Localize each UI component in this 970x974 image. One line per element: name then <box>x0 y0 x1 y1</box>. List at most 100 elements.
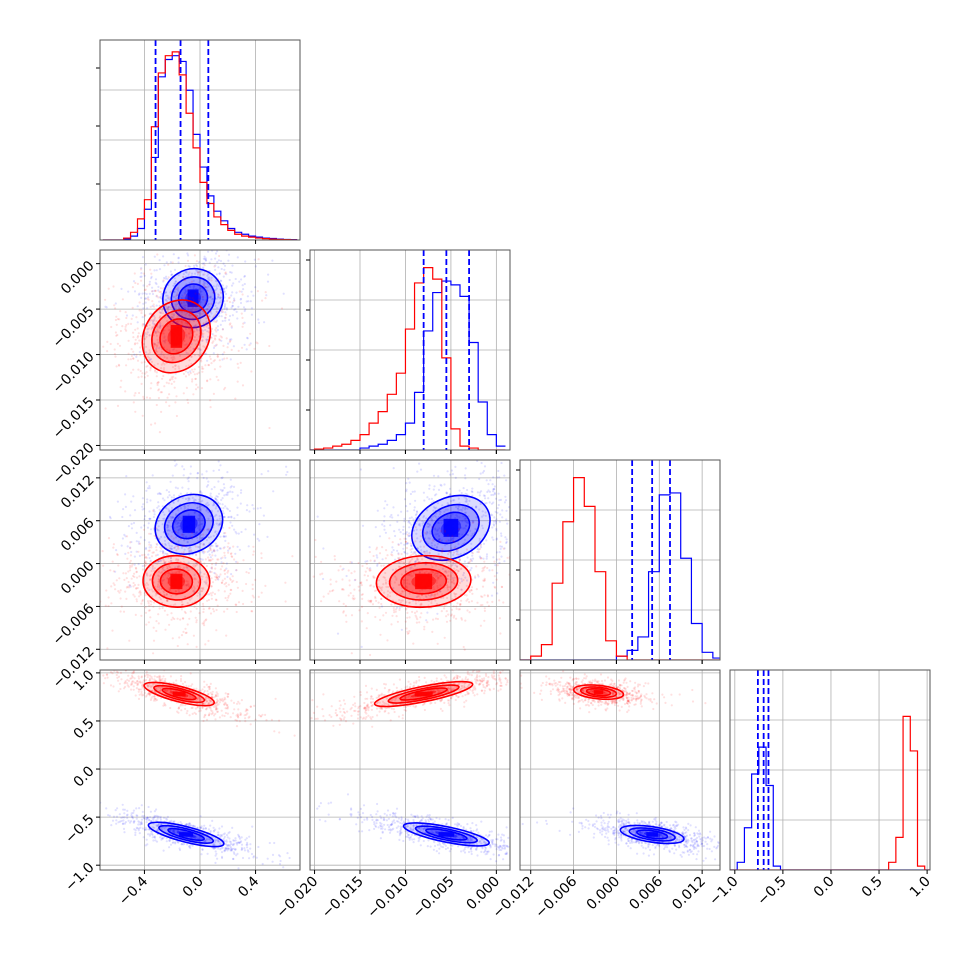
scatter-point <box>131 318 133 320</box>
scatter-point <box>358 586 360 588</box>
scatter-point <box>379 607 381 609</box>
panel-x-x <box>96 40 300 244</box>
scatter-point <box>488 569 490 571</box>
scatter-point <box>161 378 163 380</box>
scatter-point <box>142 284 144 286</box>
scatter-point <box>428 488 430 490</box>
scatter-point <box>383 520 385 522</box>
scatter-point <box>391 615 393 617</box>
scatter-point <box>205 301 207 303</box>
scatter-point <box>227 832 229 834</box>
scatter-point <box>122 816 124 818</box>
scatter-point <box>464 560 466 562</box>
scatter-point <box>465 467 467 469</box>
scatter-point <box>124 493 126 495</box>
scatter-point <box>134 290 136 292</box>
scatter-point <box>214 862 216 864</box>
scatter-point <box>210 362 212 364</box>
scatter-point <box>254 286 256 288</box>
scatter-point <box>140 272 142 274</box>
scatter-point <box>229 510 231 512</box>
scatter-point <box>144 606 146 608</box>
scatter-point <box>166 614 168 616</box>
scatter-point <box>233 529 235 531</box>
scatter-point <box>122 572 124 574</box>
scatter-point <box>195 378 197 380</box>
scatter-point <box>231 265 233 267</box>
scatter-point <box>215 252 217 254</box>
scatter-point <box>155 278 157 280</box>
scatter-point <box>129 584 131 586</box>
scatter-point <box>105 605 107 607</box>
scatter-point <box>445 492 447 494</box>
scatter-point <box>153 640 155 642</box>
scatter-point <box>252 546 254 548</box>
scatter-point <box>492 476 494 478</box>
scatter-point <box>214 329 216 331</box>
scatter-point <box>222 562 224 564</box>
scatter-point <box>128 340 130 342</box>
scatter-point <box>183 551 185 553</box>
scatter-point <box>291 555 293 557</box>
scatter-point <box>187 260 189 262</box>
scatter-point <box>197 472 199 474</box>
scatter-point <box>200 853 202 855</box>
scatter-point <box>322 547 324 549</box>
scatter-point <box>471 490 473 492</box>
scatter-point <box>466 489 468 491</box>
scatter-point <box>200 360 202 362</box>
scatter-point <box>424 553 426 555</box>
scatter-point <box>390 514 392 516</box>
scatter-point <box>149 816 151 818</box>
scatter-point <box>202 559 204 561</box>
scatter-point <box>231 525 233 527</box>
scatter-point <box>237 306 239 308</box>
scatter-point <box>140 370 142 372</box>
scatter-point <box>170 270 172 272</box>
scatter-point <box>505 499 507 501</box>
scatter-point <box>445 540 447 542</box>
scatter-point <box>209 399 211 401</box>
scatter-point <box>110 602 112 604</box>
scatter-point <box>124 553 126 555</box>
scatter-point <box>219 573 221 575</box>
scatter-point <box>157 816 159 818</box>
scatter-point <box>209 571 211 573</box>
scatter-point <box>130 358 132 360</box>
scatter-point <box>189 847 191 849</box>
scatter-point <box>207 290 209 292</box>
scatter-point <box>126 810 128 812</box>
scatter-point <box>124 328 126 330</box>
scatter-point <box>504 501 506 503</box>
scatter-point <box>404 538 406 540</box>
scatter-point <box>228 297 230 299</box>
scatter-point <box>206 565 208 567</box>
scatter-point <box>205 257 207 259</box>
scatter-point <box>173 821 175 823</box>
scatter-point <box>156 295 158 297</box>
scatter-point <box>126 577 128 579</box>
scatter-point <box>399 538 401 540</box>
scatter-point <box>506 523 508 525</box>
scatter-point <box>256 857 258 859</box>
scatter-point <box>361 606 363 608</box>
scatter-point <box>382 614 384 616</box>
scatter-point <box>220 499 222 501</box>
scatter-point <box>137 360 139 362</box>
scatter-point <box>423 551 425 553</box>
scatter-point <box>479 556 481 558</box>
scatter-point <box>480 490 482 492</box>
scatter-point <box>207 295 209 297</box>
scatter-point <box>406 612 408 614</box>
scatter-point <box>226 844 228 846</box>
scatter-point <box>358 589 360 591</box>
scatter-point <box>415 615 417 617</box>
scatter-point <box>400 542 402 544</box>
scatter-point <box>242 288 244 290</box>
scatter-point <box>152 839 154 841</box>
scatter-point <box>153 516 155 518</box>
scatter-point <box>231 498 233 500</box>
scatter-point <box>102 346 104 348</box>
scatter-point <box>242 590 244 592</box>
